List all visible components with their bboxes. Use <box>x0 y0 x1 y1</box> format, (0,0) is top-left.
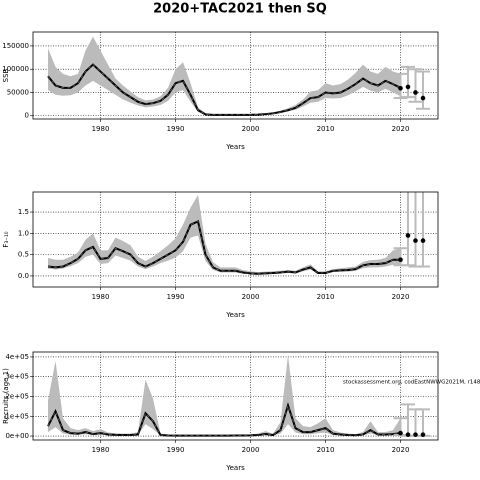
x-tick-label: 2010 <box>317 446 335 454</box>
plot-area <box>47 354 430 437</box>
x-tick-label: 1990 <box>167 293 185 301</box>
y-tick-label: 1.5 <box>18 208 29 216</box>
x-tick-label: 2010 <box>317 293 335 301</box>
y-tick-label: 100000 <box>2 65 29 73</box>
x-axis-label: Years <box>225 464 245 472</box>
y-tick-label: 0.0 <box>18 272 29 280</box>
forecast-point <box>398 85 403 91</box>
y-axis-label: SSB <box>2 68 10 82</box>
annotation: stockassessment.org, codEastNWWG2021M, r… <box>343 380 480 386</box>
x-tick-label: 2020 <box>392 293 410 301</box>
forecast-point <box>398 257 403 263</box>
x-axis-label: Years <box>225 143 245 151</box>
y-tick-label: 0e+00 <box>5 432 29 440</box>
y-tick-label: 2e+05 <box>5 392 29 400</box>
x-axis-label: Years <box>225 311 245 319</box>
estimate-line-dash <box>47 220 401 275</box>
chart-title: 2020+TAC2021 then SQ <box>153 2 327 17</box>
y-tick-label: 4e+05 <box>5 353 29 361</box>
plot-area <box>47 36 430 116</box>
y-tick-label: 1.0 <box>18 229 29 237</box>
y-tick-label: 0 <box>25 112 29 120</box>
y-tick-label: 50000 <box>7 88 29 96</box>
forecast-point <box>413 90 418 95</box>
plot-frame <box>32 31 439 120</box>
confidence-band <box>48 36 401 116</box>
forecast-point <box>405 233 411 238</box>
forecast-point <box>405 84 411 90</box>
forecast-point <box>405 432 411 437</box>
x-tick-label: 2020 <box>392 446 410 454</box>
estimate-line-dash <box>47 64 401 116</box>
estimate-line <box>47 402 401 437</box>
forecast-point <box>420 95 426 101</box>
forecast-point <box>420 432 426 437</box>
y-axis-label: F₃₋₁₀ <box>2 231 10 247</box>
y-axis-label: Recruits (age 1) <box>2 368 10 424</box>
forecast-point <box>413 432 418 437</box>
x-tick-label: 2010 <box>317 125 335 133</box>
forecast-point <box>413 238 418 243</box>
forecast-point <box>420 238 426 243</box>
x-tick-label: 1980 <box>92 293 110 301</box>
y-tick-label: 0.5 <box>18 251 29 259</box>
x-tick-label: 1990 <box>167 125 185 133</box>
x-tick-label: 1980 <box>92 446 110 454</box>
plot-area <box>47 192 430 275</box>
y-tick-label: 3e+05 <box>5 373 29 381</box>
forecast-point <box>398 430 403 436</box>
x-tick-label: 1990 <box>167 446 185 454</box>
x-tick-label: 1980 <box>92 125 110 133</box>
y-tick-label: 1e+05 <box>5 412 29 420</box>
x-tick-label: 2000 <box>242 446 260 454</box>
plot-frame <box>32 351 439 441</box>
y-tick-label: 150000 <box>2 42 29 50</box>
confidence-band <box>48 194 401 275</box>
x-tick-label: 2000 <box>242 293 260 301</box>
x-tick-label: 2000 <box>242 125 260 133</box>
plot-frame <box>32 191 439 288</box>
x-tick-label: 2020 <box>392 125 410 133</box>
